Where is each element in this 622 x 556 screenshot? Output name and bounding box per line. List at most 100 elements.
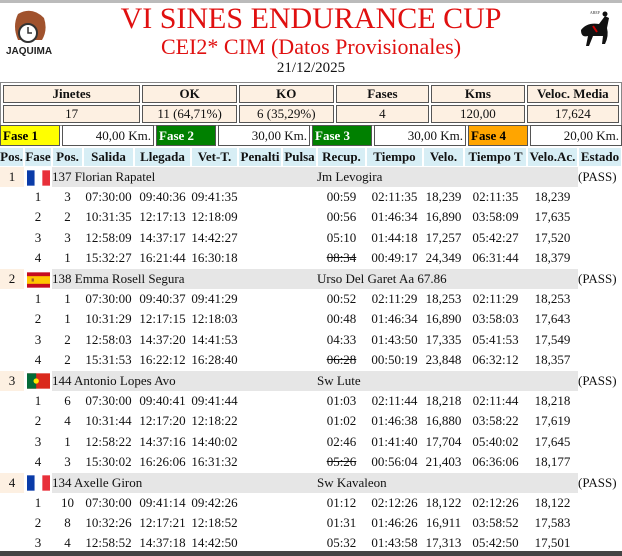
france-flag-icon [26, 169, 50, 186]
phase-position: 3 [64, 229, 71, 245]
phase-row: 2 2 10:31:35 12:17:13 12:18:09 00:56 01:… [0, 207, 622, 227]
phase-position: 3 [64, 453, 71, 469]
pulse [282, 289, 317, 309]
arrival-time: 09:40:41 [139, 393, 186, 409]
stat-value: 11 (64,71%) [142, 105, 237, 123]
rider-name: 138 Emma Rosell Segura [52, 267, 317, 290]
vet-time: 12:18:22 [191, 413, 238, 429]
logo-left-text: JAQUIMA [6, 46, 52, 57]
status: (PASS) [578, 471, 622, 493]
vet-time: 12:18:03 [191, 311, 238, 327]
rider-position: 4 [0, 471, 24, 493]
phase-number: 1 [34, 393, 42, 409]
rider-row[interactable]: 4 134 Axelle Giron Sw Kavaleon (PASS) [0, 471, 622, 493]
stat-value: 6 (35,29%) [238, 105, 334, 123]
phase-speed: 18,122 [425, 495, 462, 511]
phase-time: 01:46:34 [371, 311, 418, 327]
vet-time: 16:30:18 [191, 249, 238, 265]
results-table: Pos. Fase Pos. Salida Llegada Vet-T. Penalti Pu… [0, 148, 622, 554]
total-time: 02:11:29 [472, 291, 519, 307]
start-time: 15:31:53 [85, 351, 132, 367]
start-time: 12:58:52 [85, 535, 132, 551]
recovery-time: 05:32 [326, 535, 357, 551]
phase-row: 3 1 12:58:22 14:37:16 14:40:02 02:46 01:… [0, 431, 622, 451]
accumulated-speed: 17,643 [534, 311, 571, 327]
phase-number: 1 [34, 189, 42, 205]
pulse [282, 248, 317, 269]
start-time: 10:31:29 [85, 311, 132, 327]
phase-position: 1 [64, 291, 71, 307]
penalty [238, 248, 282, 269]
phase-number: 4 [34, 351, 42, 367]
stat-value: 120,00 [431, 105, 525, 123]
phase-speed: 16,890 [425, 209, 462, 225]
phase-number: 1 [34, 291, 42, 307]
penalty [238, 228, 282, 248]
accumulated-speed: 17,501 [534, 535, 571, 551]
phase-position: 2 [64, 331, 71, 347]
phase-position: 4 [64, 413, 71, 429]
accumulated-speed: 17,635 [534, 209, 571, 225]
start-time: 10:31:35 [85, 209, 132, 225]
horse-name: Jm Levogira [317, 166, 578, 188]
phase-time: 01:46:34 [371, 209, 418, 225]
penalty [238, 207, 282, 227]
france-flag-icon [26, 474, 50, 492]
rider-row[interactable]: 3 144 Antonio Lopes Avo Sw Lute (PASS) [0, 369, 622, 392]
accumulated-speed: 17,520 [534, 229, 571, 245]
recovery-time: 01:02 [326, 413, 357, 429]
total-time: 05:42:27 [472, 229, 519, 245]
phase-speed: 18,218 [425, 393, 462, 409]
phase-time: 01:41:40 [371, 433, 418, 449]
vet-time: 12:18:09 [191, 209, 238, 225]
arrival-time: 12:17:15 [139, 311, 186, 327]
recovery-time: 05:10 [326, 229, 357, 245]
accumulated-speed: 18,357 [534, 351, 571, 367]
total-time: 02:11:44 [472, 393, 519, 409]
recovery-time: 00:56 [326, 209, 357, 225]
portugal-flag-icon [26, 372, 50, 390]
start-time: 07:30:00 [85, 495, 132, 511]
phase-position: 2 [64, 351, 71, 367]
phase-time: 01:46:38 [371, 413, 418, 429]
page-subtitle: CEI2* CIM (Datos Provisionales) [160, 34, 462, 59]
status: (PASS) [578, 369, 622, 392]
phase-number: 3 [34, 331, 42, 347]
phase-speed: 17,335 [425, 331, 462, 347]
penalty [238, 513, 282, 533]
phase-time: 00:56:04 [371, 453, 418, 469]
recovery-time: 04:33 [326, 331, 357, 347]
phase-speed: 16,911 [425, 515, 462, 531]
phase-speed: 18,239 [425, 189, 462, 205]
start-time: 15:30:02 [85, 453, 132, 469]
phase-speed: 18,253 [425, 291, 462, 307]
phase-row: 4 1 15:32:27 16:21:44 16:30:18 08:34 00:… [0, 248, 622, 269]
rider-name: 134 Axelle Giron [52, 471, 317, 493]
total-time: 06:31:44 [472, 249, 519, 265]
phase-position: 1 [64, 433, 71, 449]
phase-position: 3 [64, 189, 71, 205]
accumulated-speed: 18,177 [534, 453, 571, 469]
phase-distance: 30,00 Km. [374, 125, 466, 146]
stat-value: 17,624 [526, 105, 619, 123]
phase-row: 1 3 07:30:00 09:40:36 09:41:35 00:59 02:… [0, 187, 622, 207]
arrival-time: 14:37:16 [139, 433, 186, 449]
penalty [238, 411, 282, 431]
recovery-time: 02:46 [326, 433, 357, 449]
rider-row[interactable]: 1 137 Florian Rapatel Jm Levogira (PASS) [0, 166, 622, 188]
svg-text:AREF: AREF [590, 10, 601, 15]
phase-position: 1 [64, 249, 71, 265]
jaquima-logo: JAQUIMA [6, 10, 52, 57]
vet-time: 09:42:26 [191, 495, 238, 511]
column-header: Velo.Ac. [527, 148, 579, 167]
phase-row: 4 2 15:31:53 16:22:12 16:28:40 06:28 00:… [0, 350, 622, 371]
rider-row[interactable]: 2 138 Emma Rosell Segura Urso Del Garet … [0, 267, 622, 290]
vet-time: 16:31:32 [191, 453, 238, 469]
arrival-time: 12:17:20 [139, 413, 186, 429]
phase-number: 3 [34, 229, 42, 245]
stat-value: 17 [3, 105, 141, 123]
pulse [282, 187, 317, 207]
rider-position: 3 [0, 369, 24, 392]
phase-position: 1 [64, 311, 71, 327]
horse-name: Sw Kavaleon [317, 471, 578, 493]
